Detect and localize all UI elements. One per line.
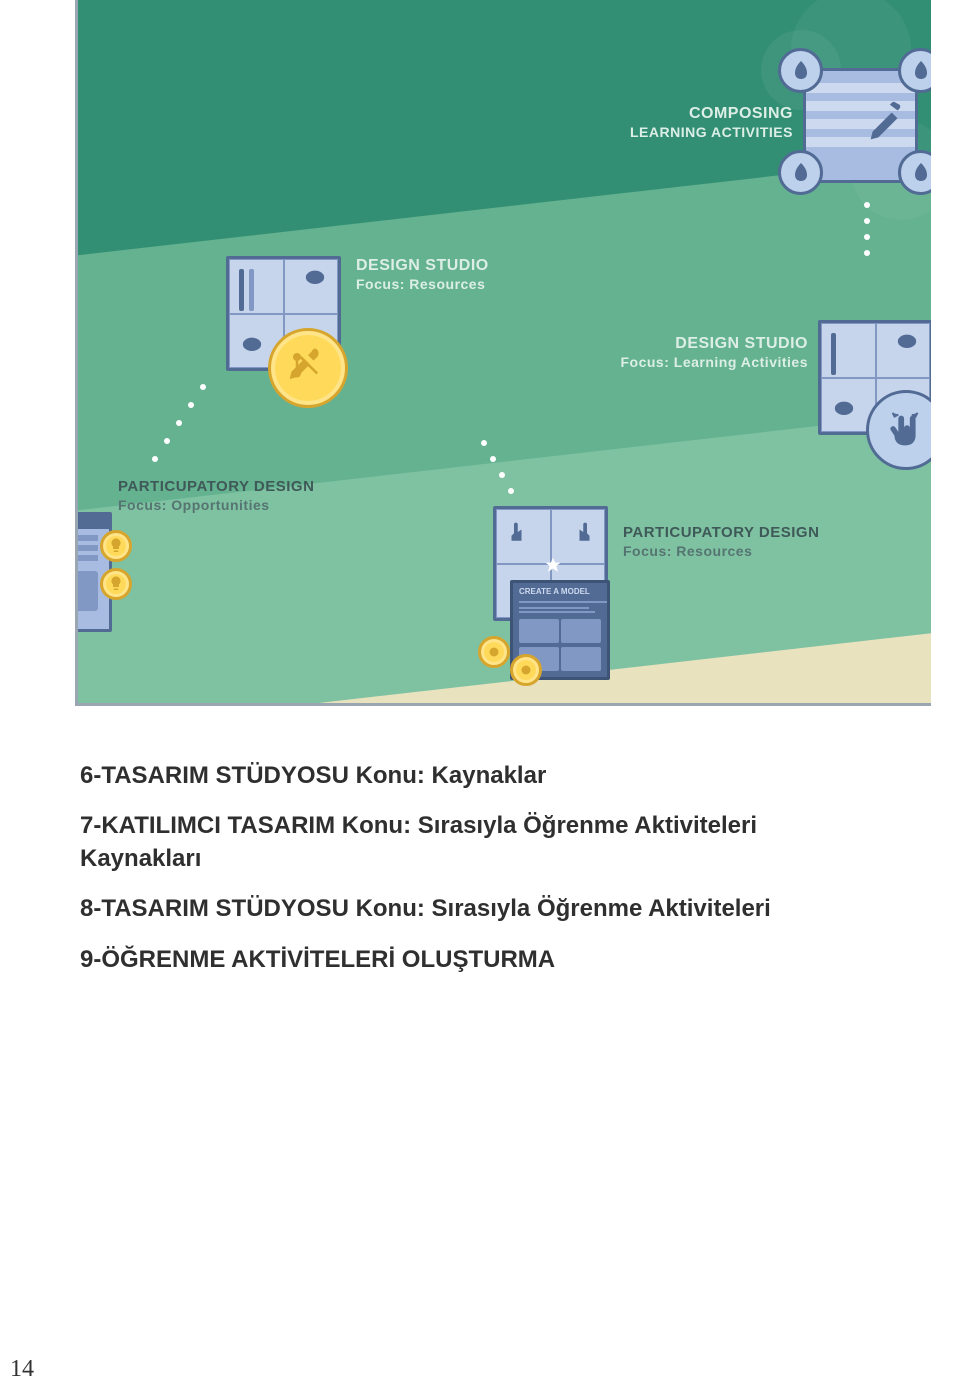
tools-badge-icon	[268, 328, 348, 408]
leaf-badge-icon	[778, 48, 823, 93]
pd-resources-label: PARTICUPATORY DESIGN Focus: Resources	[623, 524, 819, 560]
page-number: 14	[10, 1356, 34, 1383]
pd-resources-line1: PARTICUPATORY DESIGN	[623, 524, 819, 541]
composing-label-line2: LEARNING ACTIVITIES	[598, 124, 793, 142]
list-item: 8-TASARIM STÜDYOSU Konu: Sırasıyla Öğren…	[80, 893, 880, 925]
star-badge-icon	[510, 654, 542, 686]
ds-resources-line2: Focus: Resources	[356, 276, 489, 294]
ds-resources-line1: DESIGN STUDIO	[356, 257, 489, 274]
list-item: 6-TASARIM STÜDYOSU Konu: Kaynaklar	[80, 760, 880, 792]
pd-resources-line2: Focus: Resources	[623, 543, 819, 561]
text-list: 6-TASARIM STÜDYOSU Konu: Kaynaklar 7-KAT…	[80, 760, 880, 994]
leaf-badge-icon	[778, 150, 823, 195]
ds-activities-label: DESIGN STUDIO Focus: Learning Activities	[603, 334, 808, 372]
pd-opportunities-label: PARTICUPATORY DESIGN Focus: Opportunitie…	[118, 478, 314, 514]
list-item: 9-ÖĞRENME AKTİVİTELERİ OLUŞTURMA	[80, 944, 880, 976]
list-item: 7-KATILIMCI TASARIM Konu: Sırasıyla Öğre…	[80, 810, 880, 875]
bulb-badge-icon	[100, 568, 132, 600]
ds-activities-line2: Focus: Learning Activities	[603, 354, 808, 372]
ds-activities-line1: DESIGN STUDIO	[675, 335, 808, 352]
pd-opportunities-line1: PARTICUPATORY DESIGN	[118, 478, 314, 495]
bulb-badge-icon	[100, 530, 132, 562]
composing-label: COMPOSING LEARNING ACTIVITIES	[598, 104, 793, 142]
star-badge-icon	[478, 636, 510, 668]
composing-label-line1: COMPOSING	[689, 105, 793, 122]
infographic-diagram: CREATE A MODEL COMPOSING LEARNING ACTIVI…	[75, 0, 931, 706]
pd-opportunities-line2: Focus: Opportunities	[118, 497, 314, 515]
ds-resources-label: DESIGN STUDIO Focus: Resources	[356, 256, 489, 294]
